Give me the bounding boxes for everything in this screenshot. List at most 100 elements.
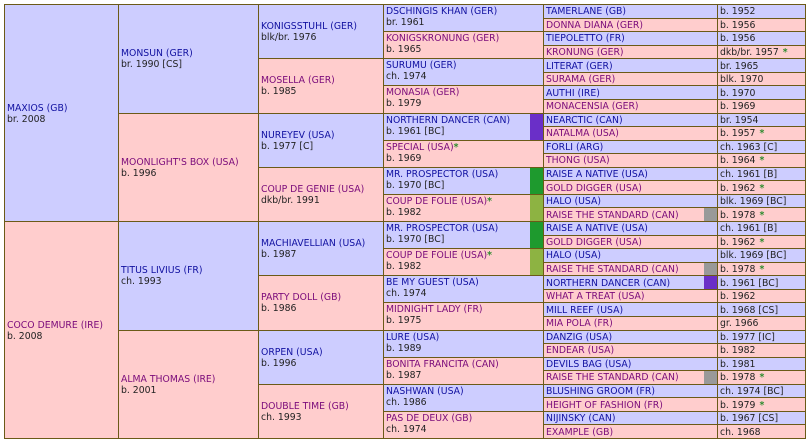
horse-detail: ch. 1963 [C] xyxy=(720,141,778,153)
horse-detail: b. 1962 xyxy=(720,236,756,248)
horse-name-link[interactable]: FORLI (ARG) xyxy=(546,141,604,153)
pedigree-cell-gen5: RAISE THE STANDARD (CAN) xyxy=(543,207,718,222)
horse-name-link[interactable]: TAMERLANE (GB) xyxy=(546,6,627,18)
horse-name-link[interactable]: MONSUN (GER) xyxy=(121,48,193,60)
pedigree-cell-gen5-detail: b. 1978 * xyxy=(717,370,806,385)
horse-detail: b. 1979 xyxy=(720,399,756,411)
horse-name-link[interactable]: RAISE THE STANDARD (CAN) xyxy=(546,372,679,384)
horse-name-link[interactable]: MACHIAVELLIAN (USA) xyxy=(261,238,366,250)
pedigree-cell-gen3: ORPEN (USA) b. 1996 xyxy=(258,329,384,385)
horse-name-link[interactable]: COCO DEMURE (IRE) xyxy=(7,319,104,331)
horse-name-link[interactable]: GOLD DIGGER (USA) xyxy=(546,236,642,248)
horse-name-link[interactable]: HALO (USA) xyxy=(546,196,601,208)
horse-detail: b. 1982 xyxy=(386,261,422,273)
horse-name-link[interactable]: RAISE THE STANDARD (CAN) xyxy=(546,209,679,221)
horse-name-link[interactable]: MOONLIGHT'S BOX (USA) xyxy=(121,156,239,168)
horse-name-link[interactable]: SPECIAL (USA) xyxy=(386,141,454,153)
horse-detail: b. 1986 xyxy=(261,303,297,315)
horse-detail: ch. 1974 xyxy=(386,71,427,83)
inbreeding-marker xyxy=(530,222,543,248)
horse-name-link[interactable]: KRONUNG (GER) xyxy=(546,46,624,58)
horse-name-link[interactable]: BONITA FRANCITA (CAN) xyxy=(386,358,499,370)
horse-name-link[interactable]: ORPEN (USA) xyxy=(261,346,323,358)
pedigree-cell-gen5-detail: br. 1965 xyxy=(717,58,806,73)
horse-detail: dkb/br. 1991 xyxy=(261,194,320,206)
pedigree-cell-gen2: TITUS LIVIUS (FR) ch. 1993 xyxy=(118,221,259,331)
horse-name-link[interactable]: LURE (USA) xyxy=(386,331,440,343)
horse-name-link[interactable]: NORTHERN DANCER (CAN) xyxy=(386,114,511,126)
horse-detail: ch. 1974 xyxy=(386,423,427,435)
horse-detail: b. 1978 xyxy=(720,209,756,221)
pedigree-cell-gen5-detail: b. 1981 xyxy=(717,356,806,372)
horse-name-link[interactable]: HEIGHT OF FASHION (FR) xyxy=(546,399,663,411)
horse-detail: b. 1987 xyxy=(261,249,297,261)
horse-name-link[interactable]: NIJINSKY (CAN) xyxy=(546,413,616,425)
pedigree-cell-gen4: NORTHERN DANCER (CAN) b. 1961 [BC] xyxy=(383,112,544,141)
horse-detail: b. 1961 [BC] xyxy=(720,277,779,289)
horse-name-link[interactable]: NUREYEV (USA) xyxy=(261,129,335,141)
inbreeding-marker xyxy=(530,195,543,221)
pedigree-cell-gen5-detail: b. 1952 xyxy=(717,4,806,19)
pedigree-cell-gen4: SURUMU (GER) ch. 1974 xyxy=(383,58,544,87)
horse-name-link[interactable]: COUP DE FOLIE (USA) xyxy=(386,250,488,262)
horse-name-link[interactable]: PAS DE DEUX (GB) xyxy=(386,412,473,424)
pedigree-cell-gen5-detail: b. 1961 [BC] xyxy=(717,275,806,290)
horse-name-link[interactable]: EXAMPLE (GB) xyxy=(546,426,614,438)
horse-detail: br. 2008 xyxy=(7,113,46,125)
pedigree-cell-gen1: MAXIOS (GB) br. 2008 xyxy=(4,4,119,222)
horse-name-link[interactable]: TIEPOLETTO (FR) xyxy=(546,33,625,45)
pedigree-cell-gen5: HALO (USA) xyxy=(543,248,718,263)
horse-name-link[interactable]: SURAMA (GER) xyxy=(546,74,616,86)
horse-name-link[interactable]: DOUBLE TIME (GB) xyxy=(261,400,349,412)
horse-name-link[interactable]: BE MY GUEST (USA) xyxy=(386,277,479,289)
horse-name-link[interactable]: MR. PROSPECTOR (USA) xyxy=(386,168,499,180)
horse-name-link[interactable]: RAISE THE STANDARD (CAN) xyxy=(546,263,679,275)
horse-name-link[interactable]: NASHWAN (USA) xyxy=(386,385,464,397)
horse-name-link[interactable]: COUP DE GENIE (USA) xyxy=(261,183,365,195)
horse-name-link[interactable]: DSCHINGIS KHAN (GER) xyxy=(386,6,498,17)
horse-name-link[interactable]: MIA POLA (FR) xyxy=(546,318,613,330)
horse-name-link[interactable]: MONACENSIA (GER) xyxy=(546,101,639,113)
horse-name-link[interactable]: PARTY DOLL (GB) xyxy=(261,292,342,304)
horse-detail: br. 1990 [CS] xyxy=(121,59,183,71)
pedigree-cell-gen5-detail: b. 1956 xyxy=(717,31,806,46)
horse-detail: b. 1977 [IC] xyxy=(720,331,775,343)
horse-name-link[interactable]: SURUMU (GER) xyxy=(386,60,457,72)
horse-detail: b. 2001 xyxy=(121,384,157,396)
horse-name-link[interactable]: TITUS LIVIUS (FR) xyxy=(121,265,203,277)
horse-name-link[interactable]: ENDEAR (USA) xyxy=(546,345,615,357)
horse-name-link[interactable]: NEARCTIC (CAN) xyxy=(546,114,623,126)
horse-name-link[interactable]: MOSELLA (GER) xyxy=(261,75,335,87)
pedigree-cell-gen5: FORLI (ARG) xyxy=(543,139,718,155)
horse-name-link[interactable]: THONG (USA) xyxy=(546,155,610,167)
horse-name-link[interactable]: AUTHI (IRE) xyxy=(546,87,600,99)
pedigree-cell-gen5-detail: b. 1964 * xyxy=(717,153,806,168)
horse-name-link[interactable]: DANZIG (USA) xyxy=(546,331,613,343)
dosage-star: * xyxy=(487,195,492,207)
pedigree-cell-gen5: GOLD DIGGER (USA) xyxy=(543,180,718,195)
horse-name-link[interactable]: NATALMA (USA) xyxy=(546,128,619,140)
horse-name-link[interactable]: RAISE A NATIVE (USA) xyxy=(546,223,648,235)
horse-name-link[interactable]: DEVILS BAG (USA) xyxy=(546,358,632,370)
pedigree-cell-gen4: DSCHINGIS KHAN (GER) br. 1961 xyxy=(383,3,544,33)
pedigree-cell-gen5-detail: ch. 1974 [BC] xyxy=(717,383,806,399)
horse-name-link[interactable]: COUP DE FOLIE (USA) xyxy=(386,195,488,207)
horse-name-link[interactable]: LITERAT (GER) xyxy=(546,60,613,72)
horse-name-link[interactable]: MIDNIGHT LADY (FR) xyxy=(386,304,483,316)
horse-name-link[interactable]: KONIGSSTUHL (GER) xyxy=(261,21,358,33)
horse-name-link[interactable]: DONNA DIANA (GER) xyxy=(546,19,644,31)
horse-name-link[interactable]: GOLD DIGGER (USA) xyxy=(546,182,642,194)
horse-name-link[interactable]: MILL REEF (USA) xyxy=(546,304,624,316)
horse-name-link[interactable]: BLUSHING GROOM (FR) xyxy=(546,386,655,398)
horse-name-link[interactable]: MR. PROSPECTOR (USA) xyxy=(386,223,499,234)
horse-detail: b. 1969 xyxy=(386,152,422,164)
horse-name-link[interactable]: HALO (USA) xyxy=(546,250,601,262)
horse-name-link[interactable]: RAISE A NATIVE (USA) xyxy=(546,169,648,181)
horse-name-link[interactable]: MONASIA (GER) xyxy=(386,87,460,99)
horse-detail: ch. 1968 xyxy=(720,426,761,438)
horse-name-link[interactable]: WHAT A TREAT (USA) xyxy=(546,291,645,303)
horse-name-link[interactable]: ALMA THOMAS (IRE) xyxy=(121,373,216,385)
horse-name-link[interactable]: MAXIOS (GB) xyxy=(7,102,68,114)
horse-name-link[interactable]: NORTHERN DANCER (CAN) xyxy=(546,277,671,289)
horse-name-link[interactable]: KONIGSKRONUNG (GER) xyxy=(386,33,500,45)
